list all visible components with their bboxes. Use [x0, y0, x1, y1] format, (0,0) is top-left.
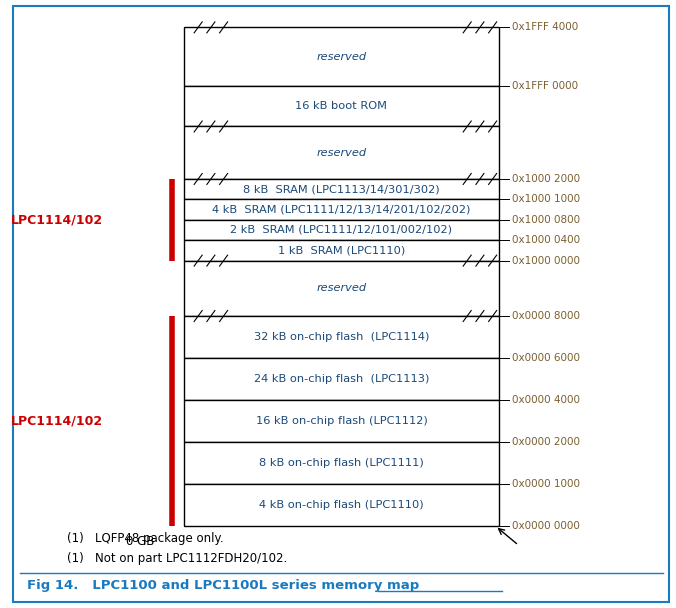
Text: (1)   LQFP48 package only.: (1) LQFP48 package only.: [67, 531, 224, 545]
Text: 0x0000 0000: 0x0000 0000: [512, 521, 580, 531]
Bar: [184, 179, 499, 199]
Text: 0x1000 2000: 0x1000 2000: [512, 174, 580, 184]
Bar: [184, 261, 499, 316]
Bar: [184, 27, 499, 86]
Bar: [184, 219, 499, 240]
Bar: [184, 126, 499, 179]
Text: 4 kB  SRAM (LPC1111/12/13/14/201/102/202): 4 kB SRAM (LPC1111/12/13/14/201/102/202): [212, 204, 470, 215]
Text: 0x1000 0400: 0x1000 0400: [512, 235, 580, 245]
Text: 0x1000 0800: 0x1000 0800: [512, 215, 580, 225]
Text: 32 kB on-chip flash  (LPC1114): 32 kB on-chip flash (LPC1114): [254, 332, 429, 342]
Bar: [184, 240, 499, 261]
Text: 0x0000 2000: 0x0000 2000: [512, 437, 580, 447]
Text: 0x0000 4000: 0x0000 4000: [512, 395, 580, 405]
Text: 0x1000 0000: 0x1000 0000: [512, 255, 580, 266]
Text: 16 kB boot ROM: 16 kB boot ROM: [295, 101, 387, 111]
Text: 8 kB on-chip flash (LPC1111): 8 kB on-chip flash (LPC1111): [259, 458, 424, 468]
Text: 16 kB on-chip flash (LPC1112): 16 kB on-chip flash (LPC1112): [256, 416, 427, 426]
Text: 4 kB on-chip flash (LPC1110): 4 kB on-chip flash (LPC1110): [259, 500, 424, 510]
Text: 8 kB  SRAM (LPC1113/14/301/302): 8 kB SRAM (LPC1113/14/301/302): [243, 184, 439, 194]
Text: LPC1114/102: LPC1114/102: [11, 213, 103, 226]
Text: reserved: reserved: [316, 52, 366, 61]
Text: 1 kB  SRAM (LPC1110): 1 kB SRAM (LPC1110): [278, 246, 405, 255]
Text: 0x1000 1000: 0x1000 1000: [512, 195, 580, 204]
Text: 0x1FFF 4000: 0x1FFF 4000: [512, 22, 578, 32]
Text: (1)   Not on part LPC1112FDH20/102.: (1) Not on part LPC1112FDH20/102.: [67, 551, 287, 565]
Text: reserved: reserved: [316, 148, 366, 157]
Text: 0x0000 1000: 0x0000 1000: [512, 479, 580, 489]
Text: reserved: reserved: [316, 283, 366, 293]
Bar: [184, 199, 499, 219]
Bar: [184, 484, 499, 526]
Bar: [184, 358, 499, 400]
Text: 0x0000 6000: 0x0000 6000: [512, 353, 580, 363]
Bar: [184, 400, 499, 442]
Text: 0 GB: 0 GB: [126, 535, 155, 548]
Text: 2 kB  SRAM (LPC1111/12/101/002/102): 2 kB SRAM (LPC1111/12/101/002/102): [231, 225, 452, 235]
Text: Fig 14.   LPC1100 and LPC1100L series memory map: Fig 14. LPC1100 and LPC1100L series memo…: [27, 579, 419, 592]
Bar: [184, 86, 499, 126]
Text: 0x1FFF 0000: 0x1FFF 0000: [512, 81, 578, 91]
Text: LPC1114/102: LPC1114/102: [11, 415, 103, 427]
Bar: [184, 316, 499, 358]
Text: 24 kB on-chip flash  (LPC1113): 24 kB on-chip flash (LPC1113): [254, 374, 429, 384]
Text: 0x0000 8000: 0x0000 8000: [512, 311, 580, 321]
Bar: [184, 442, 499, 484]
